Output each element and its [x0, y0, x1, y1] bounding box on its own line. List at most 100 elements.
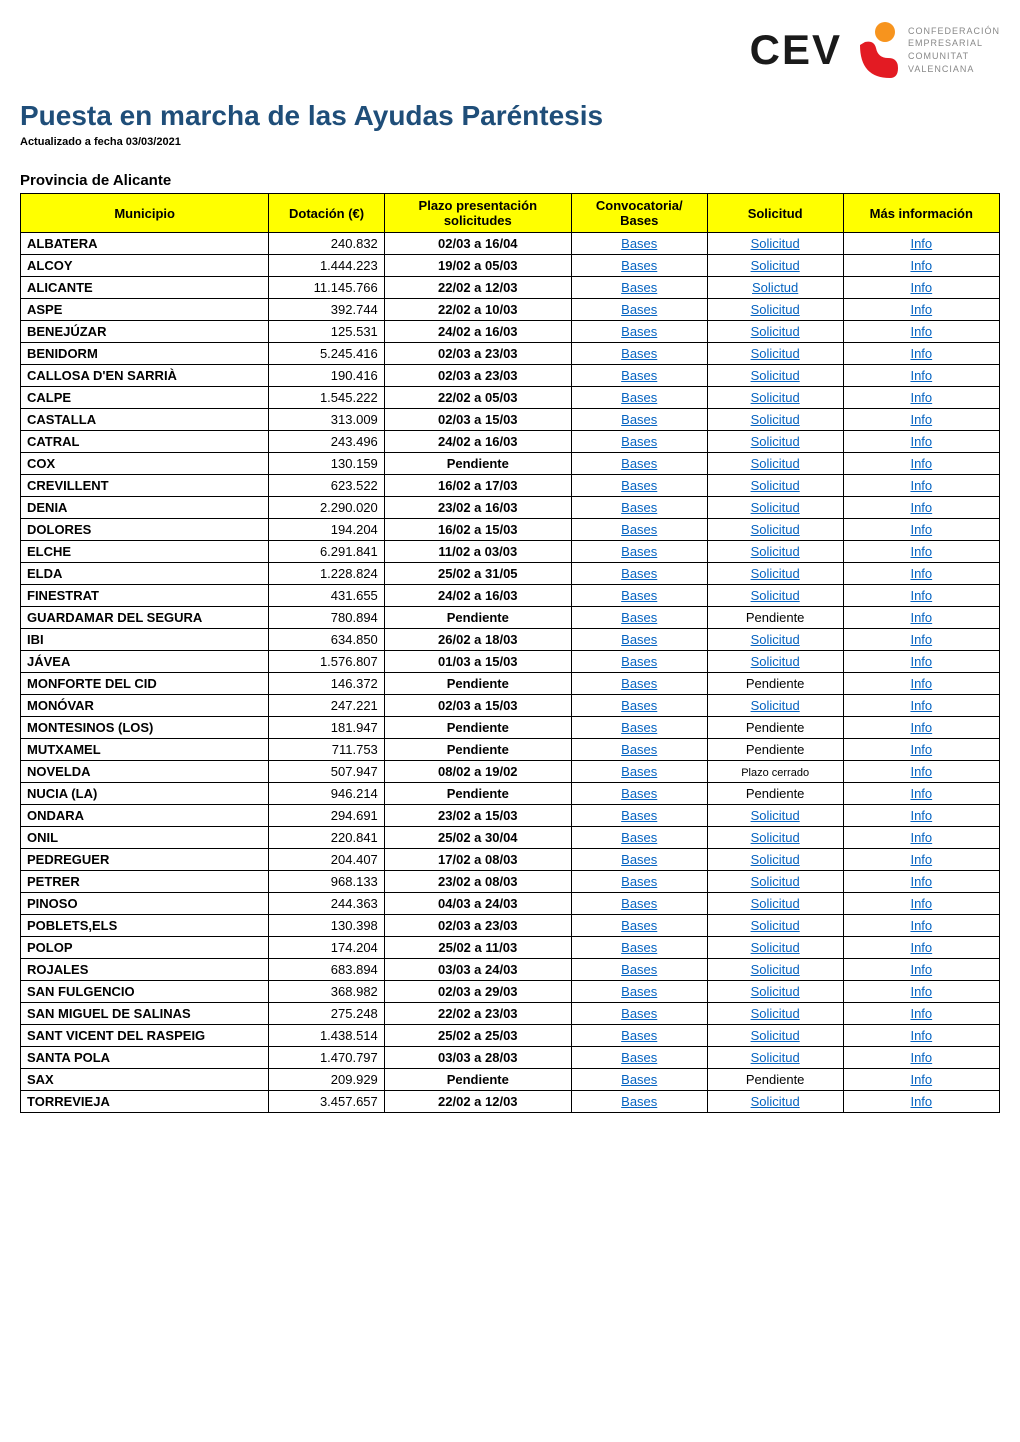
bases-link[interactable]: Bases: [621, 742, 657, 757]
info-link[interactable]: Info: [910, 1094, 932, 1109]
bases-link[interactable]: Bases: [621, 1072, 657, 1087]
bases-link[interactable]: Bases: [621, 962, 657, 977]
info-link[interactable]: Info: [910, 918, 932, 933]
info-link[interactable]: Info: [910, 434, 932, 449]
info-link[interactable]: Info: [910, 764, 932, 779]
bases-link[interactable]: Bases: [621, 412, 657, 427]
solicitud-link[interactable]: Solicitud: [751, 918, 800, 933]
info-link[interactable]: Info: [910, 280, 932, 295]
info-link[interactable]: Info: [910, 390, 932, 405]
bases-link[interactable]: Bases: [621, 544, 657, 559]
info-link[interactable]: Info: [910, 522, 932, 537]
solicitud-link[interactable]: Solicitud: [751, 544, 800, 559]
solicitud-link[interactable]: Solicitud: [751, 324, 800, 339]
info-link[interactable]: Info: [910, 566, 932, 581]
solicitud-link[interactable]: Solicitud: [751, 566, 800, 581]
solicitud-link[interactable]: Solicitud: [751, 412, 800, 427]
info-link[interactable]: Info: [910, 874, 932, 889]
solicitud-link[interactable]: Solicitud: [751, 962, 800, 977]
solicitud-link[interactable]: Solicitud: [751, 698, 800, 713]
info-link[interactable]: Info: [910, 742, 932, 757]
solicitud-link[interactable]: Solicitud: [751, 346, 800, 361]
solicitud-link[interactable]: Solicitud: [751, 478, 800, 493]
solicitud-link[interactable]: Solicitud: [751, 588, 800, 603]
info-link[interactable]: Info: [910, 676, 932, 691]
solicitud-link[interactable]: Solicitud: [751, 258, 800, 273]
info-link[interactable]: Info: [910, 236, 932, 251]
solicitud-link[interactable]: Solicitud: [751, 1094, 800, 1109]
info-link[interactable]: Info: [910, 896, 932, 911]
bases-link[interactable]: Bases: [621, 632, 657, 647]
solicitud-link[interactable]: Solicitud: [751, 522, 800, 537]
bases-link[interactable]: Bases: [621, 698, 657, 713]
info-link[interactable]: Info: [910, 962, 932, 977]
info-link[interactable]: Info: [910, 632, 932, 647]
info-link[interactable]: Info: [910, 588, 932, 603]
info-link[interactable]: Info: [910, 1028, 932, 1043]
bases-link[interactable]: Bases: [621, 258, 657, 273]
info-link[interactable]: Info: [910, 478, 932, 493]
bases-link[interactable]: Bases: [621, 1094, 657, 1109]
solicitud-link[interactable]: Solictud: [752, 280, 798, 295]
bases-link[interactable]: Bases: [621, 280, 657, 295]
bases-link[interactable]: Bases: [621, 500, 657, 515]
bases-link[interactable]: Bases: [621, 896, 657, 911]
info-link[interactable]: Info: [910, 610, 932, 625]
solicitud-link[interactable]: Solicitud: [751, 874, 800, 889]
info-link[interactable]: Info: [910, 1050, 932, 1065]
solicitud-link[interactable]: Solicitud: [751, 500, 800, 515]
bases-link[interactable]: Bases: [621, 390, 657, 405]
info-link[interactable]: Info: [910, 984, 932, 999]
info-link[interactable]: Info: [910, 1006, 932, 1021]
bases-link[interactable]: Bases: [621, 808, 657, 823]
info-link[interactable]: Info: [910, 302, 932, 317]
solicitud-link[interactable]: Solicitud: [751, 434, 800, 449]
bases-link[interactable]: Bases: [621, 918, 657, 933]
bases-link[interactable]: Bases: [621, 324, 657, 339]
info-link[interactable]: Info: [910, 258, 932, 273]
solicitud-link[interactable]: Solicitud: [751, 368, 800, 383]
bases-link[interactable]: Bases: [621, 940, 657, 955]
bases-link[interactable]: Bases: [621, 1028, 657, 1043]
info-link[interactable]: Info: [910, 544, 932, 559]
bases-link[interactable]: Bases: [621, 654, 657, 669]
bases-link[interactable]: Bases: [621, 720, 657, 735]
bases-link[interactable]: Bases: [621, 236, 657, 251]
info-link[interactable]: Info: [910, 720, 932, 735]
info-link[interactable]: Info: [910, 456, 932, 471]
info-link[interactable]: Info: [910, 830, 932, 845]
solicitud-link[interactable]: Solicitud: [751, 632, 800, 647]
solicitud-link[interactable]: Solicitud: [751, 456, 800, 471]
bases-link[interactable]: Bases: [621, 346, 657, 361]
info-link[interactable]: Info: [910, 412, 932, 427]
bases-link[interactable]: Bases: [621, 830, 657, 845]
solicitud-link[interactable]: Solicitud: [751, 1028, 800, 1043]
bases-link[interactable]: Bases: [621, 566, 657, 581]
bases-link[interactable]: Bases: [621, 610, 657, 625]
bases-link[interactable]: Bases: [621, 1050, 657, 1065]
info-link[interactable]: Info: [910, 786, 932, 801]
bases-link[interactable]: Bases: [621, 588, 657, 603]
info-link[interactable]: Info: [910, 1072, 932, 1087]
info-link[interactable]: Info: [910, 654, 932, 669]
solicitud-link[interactable]: Solicitud: [751, 896, 800, 911]
bases-link[interactable]: Bases: [621, 1006, 657, 1021]
bases-link[interactable]: Bases: [621, 764, 657, 779]
bases-link[interactable]: Bases: [621, 368, 657, 383]
solicitud-link[interactable]: Solicitud: [751, 1006, 800, 1021]
info-link[interactable]: Info: [910, 698, 932, 713]
bases-link[interactable]: Bases: [621, 874, 657, 889]
bases-link[interactable]: Bases: [621, 984, 657, 999]
bases-link[interactable]: Bases: [621, 456, 657, 471]
solicitud-link[interactable]: Solicitud: [751, 302, 800, 317]
solicitud-link[interactable]: Solicitud: [751, 830, 800, 845]
solicitud-link[interactable]: Solicitud: [751, 654, 800, 669]
info-link[interactable]: Info: [910, 808, 932, 823]
solicitud-link[interactable]: Solicitud: [751, 236, 800, 251]
bases-link[interactable]: Bases: [621, 852, 657, 867]
info-link[interactable]: Info: [910, 368, 932, 383]
info-link[interactable]: Info: [910, 346, 932, 361]
bases-link[interactable]: Bases: [621, 786, 657, 801]
bases-link[interactable]: Bases: [621, 522, 657, 537]
info-link[interactable]: Info: [910, 852, 932, 867]
